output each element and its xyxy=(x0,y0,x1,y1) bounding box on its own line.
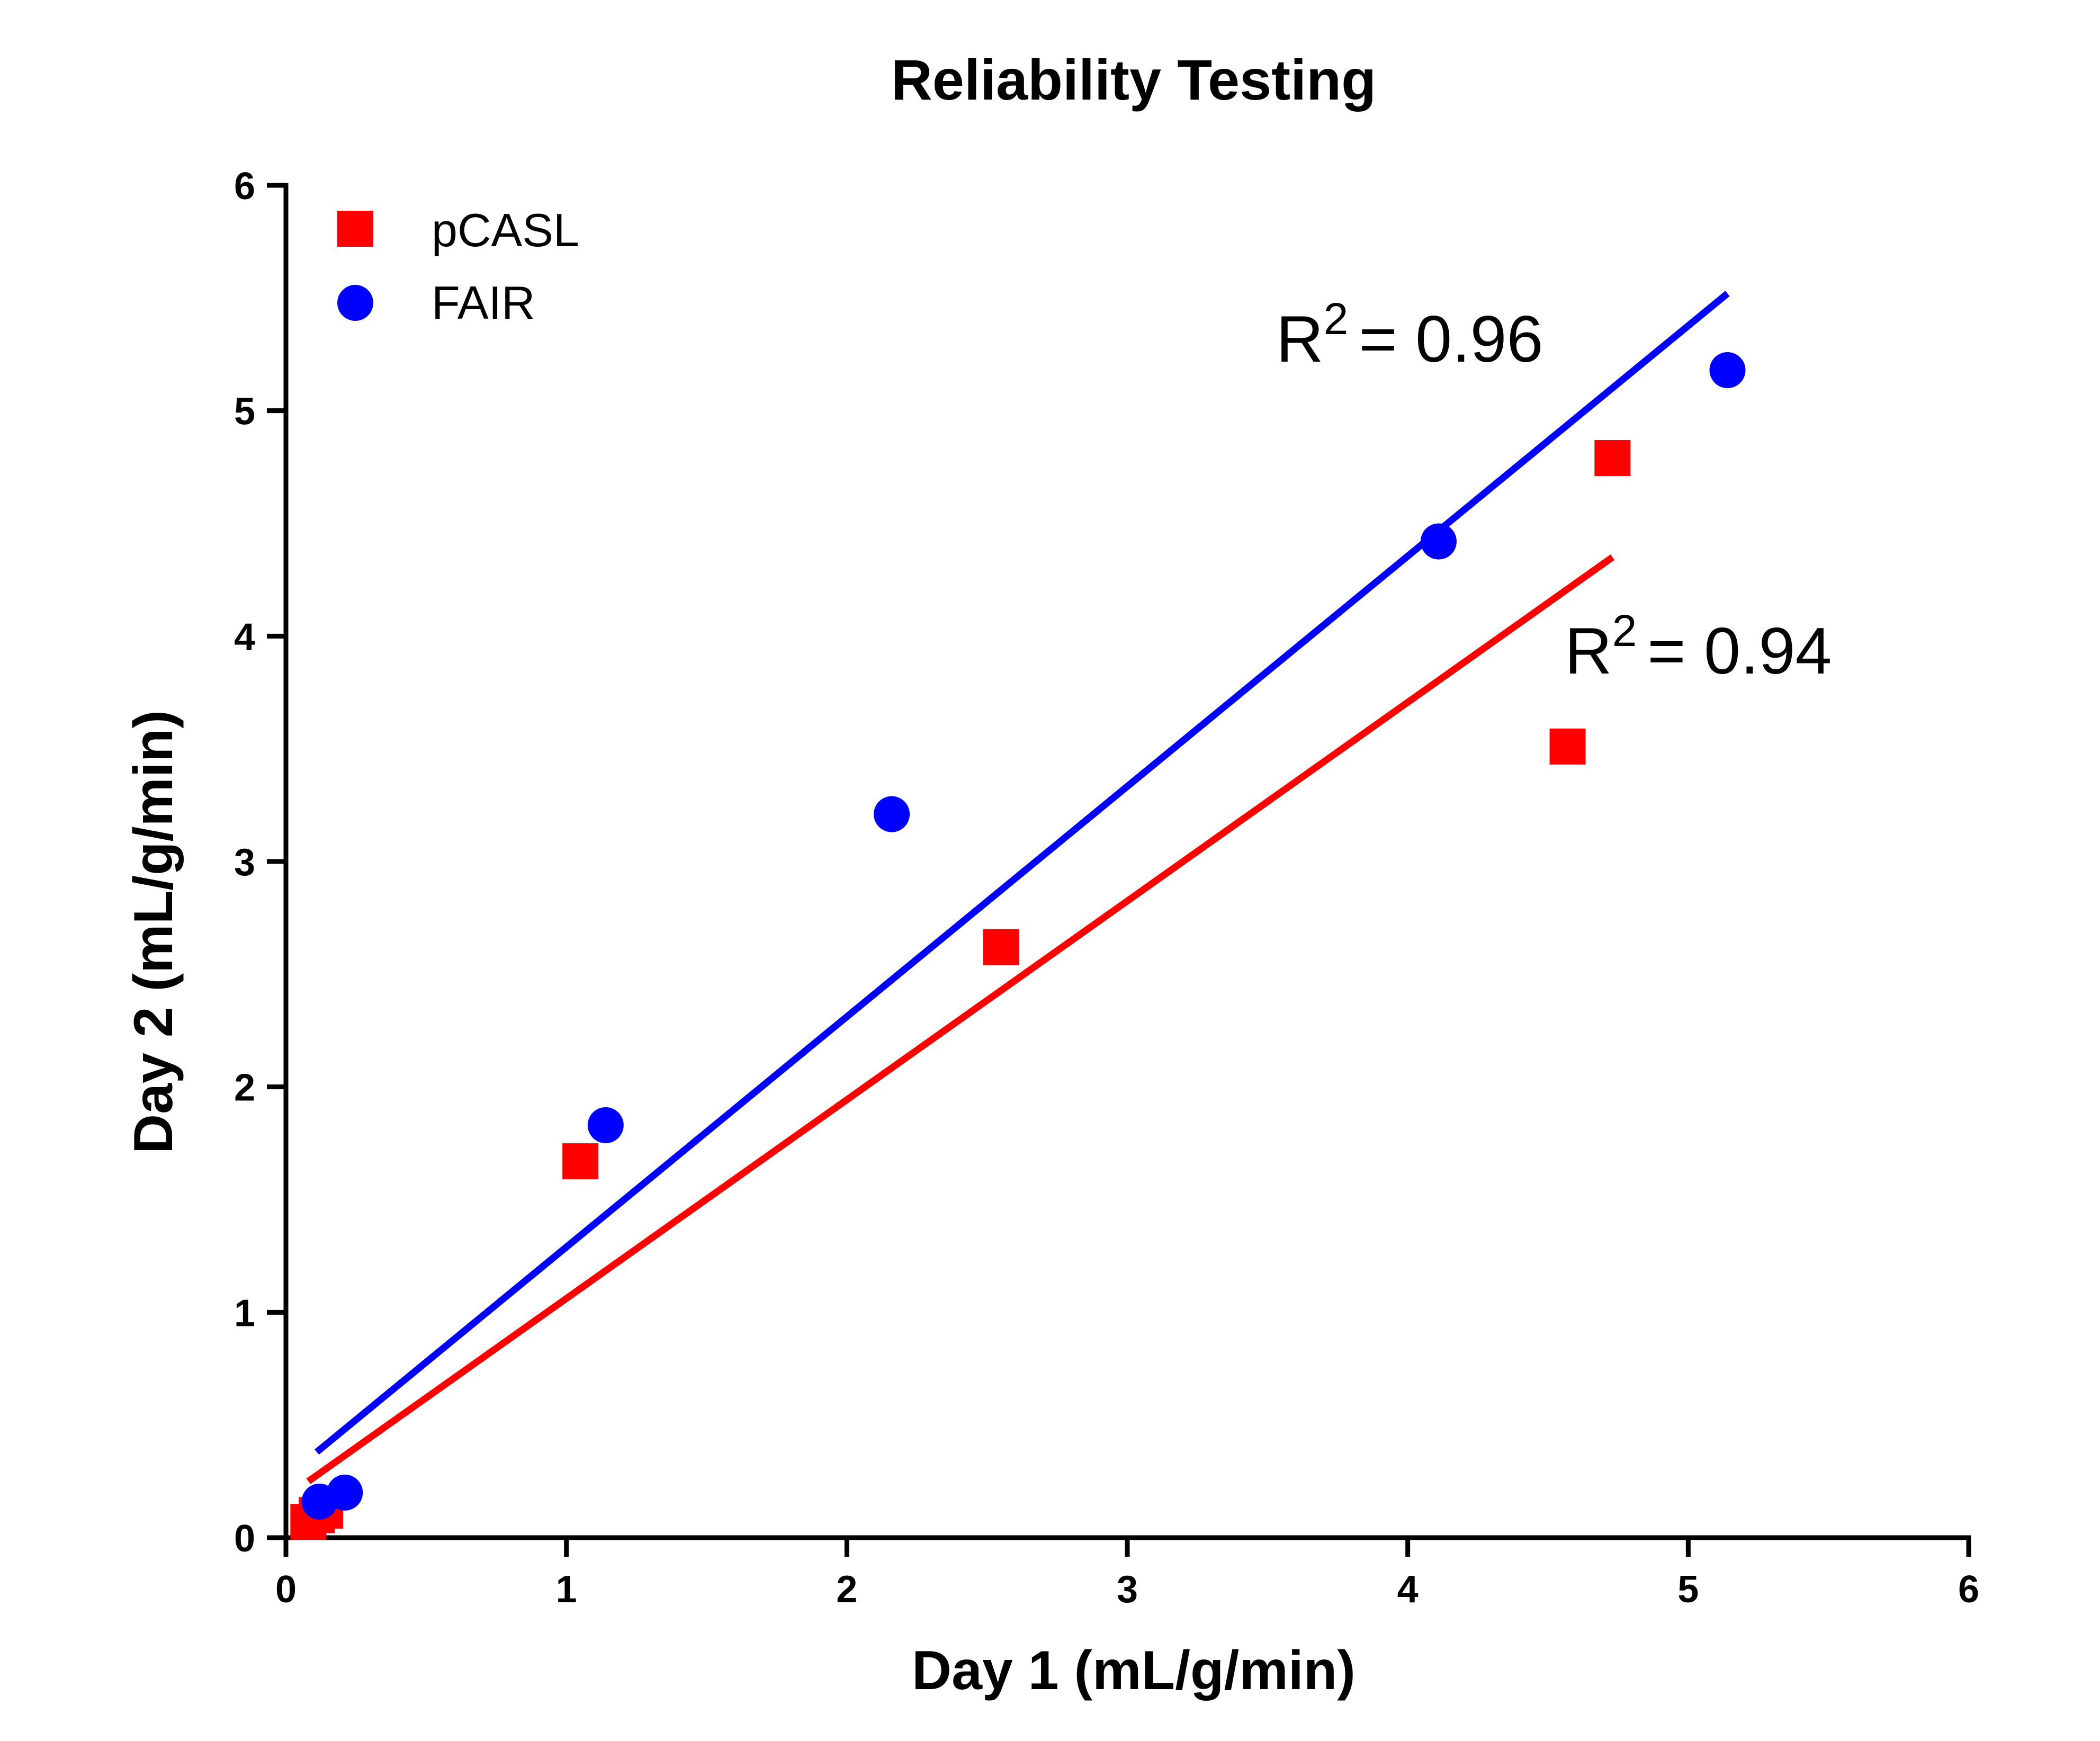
point-fair xyxy=(327,1474,363,1511)
chart-title: Reliability Testing xyxy=(891,48,1376,112)
legend-label-pcasl: pCASL xyxy=(432,204,579,256)
legend-marker-fair xyxy=(337,285,373,321)
r2-annotations: R2 = 0.94 R2 = 0.96 xyxy=(1276,294,1832,688)
x-tick-label: 5 xyxy=(1677,1568,1699,1611)
x-tick-label: 4 xyxy=(1397,1568,1419,1611)
legend-marker-pcasl xyxy=(337,211,373,247)
axis-ticks: 0 1 2 3 4 5 6 0 1 2 3 4 5 6 xyxy=(234,165,1979,1611)
point-pcasl xyxy=(1549,728,1586,765)
point-fair xyxy=(587,1107,624,1144)
x-tick-label: 1 xyxy=(556,1568,577,1611)
data-points xyxy=(290,352,1746,1540)
x-tick-label: 3 xyxy=(1117,1568,1138,1611)
y-tick-label: 1 xyxy=(234,1292,255,1334)
y-tick-label: 6 xyxy=(234,165,255,208)
y-tick-label: 2 xyxy=(234,1067,255,1109)
r2-label-pcasl: R2 = 0.94 xyxy=(1565,606,1832,688)
fit-line-pcasl xyxy=(306,554,1615,1484)
x-tick-label: 2 xyxy=(836,1568,857,1611)
point-fair xyxy=(874,796,910,832)
point-fair xyxy=(1709,352,1746,389)
r2-label-fair: R2 = 0.96 xyxy=(1276,294,1543,376)
point-pcasl xyxy=(1594,440,1631,477)
y-tick-label: 5 xyxy=(234,391,255,433)
point-fair xyxy=(1420,523,1457,560)
fit-line-fair xyxy=(315,291,1730,1455)
x-tick-label: 6 xyxy=(1958,1568,1979,1611)
axes xyxy=(283,183,1971,1540)
point-pcasl xyxy=(562,1143,599,1180)
y-tick-label: 0 xyxy=(234,1518,255,1560)
fit-lines xyxy=(306,291,1730,1484)
y-tick-label: 4 xyxy=(234,616,255,658)
legend: pCASL FAIR xyxy=(337,204,579,329)
x-axis-label: Day 1 (mL/g/min) xyxy=(912,1640,1356,1701)
y-tick-label: 3 xyxy=(234,841,255,884)
point-pcasl xyxy=(983,929,1019,965)
x-tick-label: 0 xyxy=(275,1568,297,1611)
y-axis-label: Day 2 (mL/g/min) xyxy=(123,710,184,1154)
legend-label-fair: FAIR xyxy=(432,276,535,329)
